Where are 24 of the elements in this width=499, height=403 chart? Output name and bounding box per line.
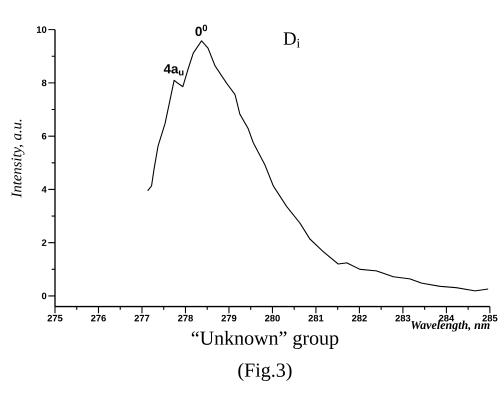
- x-tick-label: 281: [308, 314, 324, 322]
- y-axis-title: Intensity, a.u.: [12, 120, 24, 198]
- y-tick-label: 0: [42, 292, 46, 300]
- y-tick-label: 4: [42, 186, 47, 193]
- text: (Fig.3): [238, 362, 292, 382]
- annotation: 4a$_{u}$: [164, 64, 184, 76]
- annotation: D$_{i}$: [284, 32, 300, 48]
- x-tick-label: 285: [482, 314, 498, 322]
- text: “Unknown” group: [192, 330, 338, 350]
- x-tick-label: 277: [134, 314, 150, 322]
- x-tick-label: 284: [438, 314, 454, 322]
- x-axis-title: Wavelength, nm: [411, 320, 490, 332]
- x-tick-label: 280: [264, 314, 280, 322]
- x-tick-label: 276: [91, 314, 106, 322]
- y-tick-label: 2: [42, 239, 46, 246]
- x-tick-label: 278: [178, 314, 193, 322]
- y-tick-label: 6: [42, 132, 46, 140]
- x-tick-label: 279: [221, 314, 236, 322]
- x-tick-label: 283: [395, 314, 410, 322]
- annotation: 0$^{0}$: [195, 24, 208, 36]
- x-tick-label: 275: [48, 314, 63, 322]
- y-tick-label: 8: [42, 80, 46, 86]
- x-tick-label: 282: [352, 314, 367, 322]
- y-tick-label: 10: [36, 26, 46, 33]
